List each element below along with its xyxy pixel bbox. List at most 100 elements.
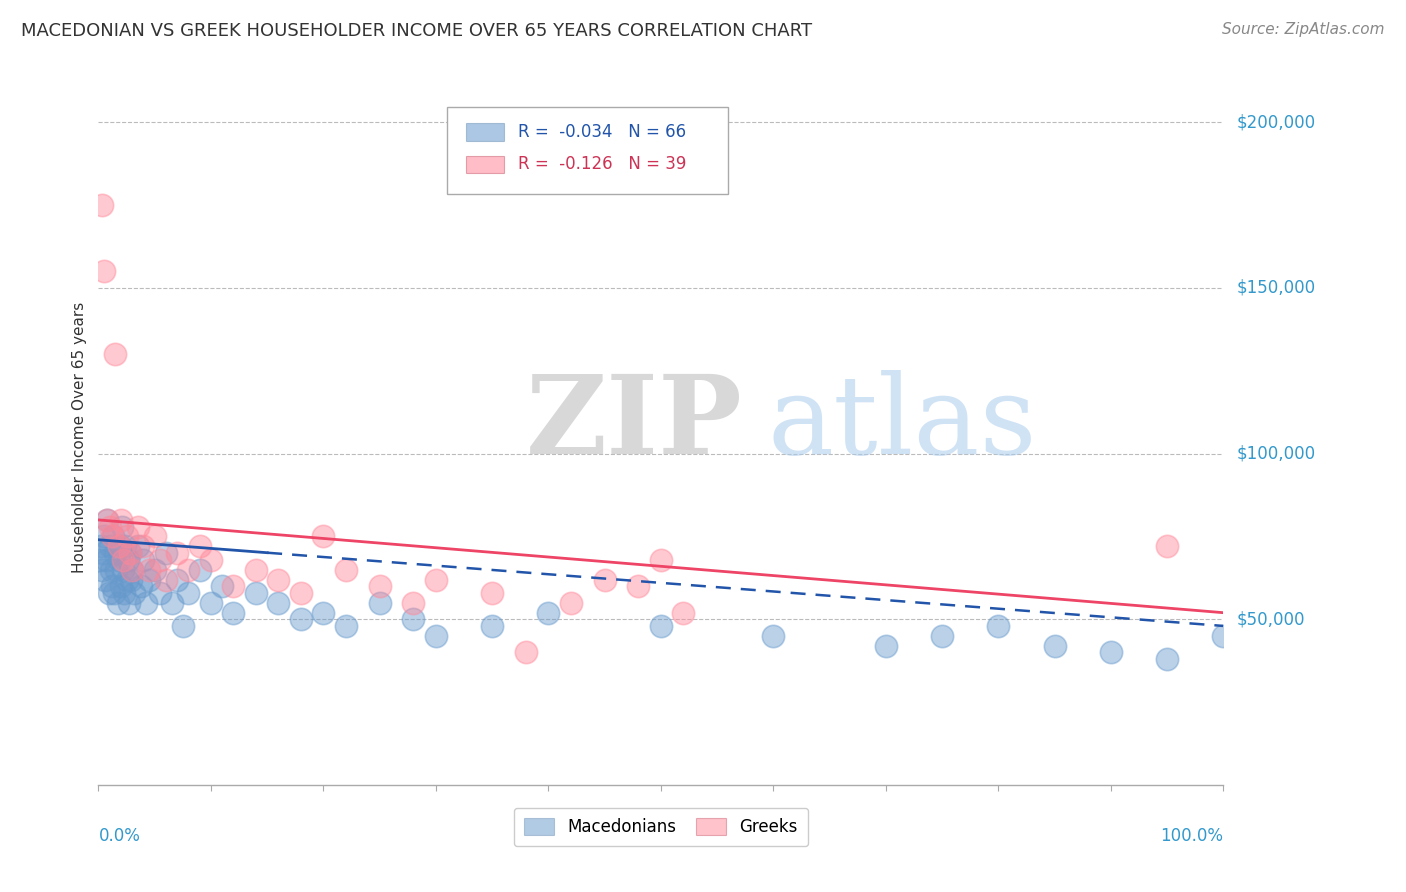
Point xyxy=(1212,629,1234,643)
Point xyxy=(222,606,245,620)
Point xyxy=(118,546,141,560)
Point xyxy=(118,546,141,560)
Text: R =  -0.126   N = 39: R = -0.126 N = 39 xyxy=(517,155,686,173)
Point xyxy=(245,563,267,577)
Point xyxy=(103,586,125,600)
Point xyxy=(111,519,134,533)
Point xyxy=(368,596,391,610)
Point xyxy=(115,529,138,543)
Text: $100,000: $100,000 xyxy=(1237,444,1316,463)
Point xyxy=(155,546,177,560)
Point xyxy=(1099,645,1122,659)
Point xyxy=(90,563,112,577)
Point xyxy=(90,198,112,212)
Point xyxy=(138,573,160,587)
Point xyxy=(200,596,222,610)
Text: 0.0%: 0.0% xyxy=(98,827,141,845)
Point xyxy=(143,529,166,543)
Point xyxy=(672,606,695,620)
Point xyxy=(110,579,132,593)
Point xyxy=(96,513,118,527)
Point xyxy=(290,612,312,626)
Point xyxy=(132,552,155,566)
Point xyxy=(1156,652,1178,666)
Point xyxy=(481,586,503,600)
Point xyxy=(129,579,152,593)
Point xyxy=(93,529,115,543)
Point xyxy=(138,563,160,577)
Point xyxy=(425,629,447,643)
Point xyxy=(90,540,112,554)
Point xyxy=(112,563,135,577)
Point xyxy=(481,619,503,633)
FancyBboxPatch shape xyxy=(467,156,505,173)
FancyBboxPatch shape xyxy=(467,123,505,141)
Point xyxy=(335,619,357,633)
Point xyxy=(312,606,335,620)
Point xyxy=(211,579,233,593)
Point xyxy=(515,645,537,659)
Point xyxy=(368,579,391,593)
Point xyxy=(115,573,138,587)
Point xyxy=(1156,540,1178,554)
Point xyxy=(121,563,143,577)
Legend: Macedonians, Greeks: Macedonians, Greeks xyxy=(513,808,808,847)
Point xyxy=(177,563,200,577)
Point xyxy=(149,586,172,600)
Point xyxy=(121,563,143,577)
Point xyxy=(127,519,149,533)
Point xyxy=(94,573,117,587)
Point xyxy=(98,519,121,533)
Point xyxy=(108,540,131,554)
Point xyxy=(107,596,129,610)
Point xyxy=(117,552,139,566)
Point xyxy=(107,540,129,554)
Point xyxy=(149,552,172,566)
Point xyxy=(267,596,290,610)
Point xyxy=(112,586,135,600)
Point xyxy=(98,540,121,554)
Text: atlas: atlas xyxy=(768,369,1038,476)
Point xyxy=(112,552,135,566)
Point xyxy=(104,347,127,361)
Point xyxy=(101,529,124,543)
Point xyxy=(105,563,128,577)
Point xyxy=(101,529,124,543)
Point xyxy=(245,586,267,600)
Text: Source: ZipAtlas.com: Source: ZipAtlas.com xyxy=(1222,22,1385,37)
Point xyxy=(124,586,146,600)
Point xyxy=(96,513,118,527)
FancyBboxPatch shape xyxy=(447,106,728,194)
Point xyxy=(166,546,188,560)
Y-axis label: Householder Income Over 65 years: Householder Income Over 65 years xyxy=(72,301,87,573)
Point xyxy=(188,540,211,554)
Point xyxy=(118,596,141,610)
Text: R =  -0.034   N = 66: R = -0.034 N = 66 xyxy=(517,122,686,141)
Point xyxy=(267,573,290,587)
Point xyxy=(143,563,166,577)
Point xyxy=(101,579,124,593)
Point xyxy=(627,579,650,593)
Point xyxy=(560,596,582,610)
Text: MACEDONIAN VS GREEK HOUSEHOLDER INCOME OVER 65 YEARS CORRELATION CHART: MACEDONIAN VS GREEK HOUSEHOLDER INCOME O… xyxy=(21,22,813,40)
Point xyxy=(335,563,357,577)
Point xyxy=(762,629,785,643)
Text: 100.0%: 100.0% xyxy=(1160,827,1223,845)
Point xyxy=(155,573,177,587)
Point xyxy=(650,552,672,566)
Point xyxy=(100,563,122,577)
Point xyxy=(172,619,194,633)
Point xyxy=(107,552,129,566)
Point xyxy=(402,612,425,626)
Point xyxy=(160,596,183,610)
Point xyxy=(127,540,149,554)
Text: $150,000: $150,000 xyxy=(1237,279,1316,297)
Point xyxy=(177,586,200,600)
Text: ZIP: ZIP xyxy=(526,369,742,476)
Point xyxy=(166,573,188,587)
Point xyxy=(110,513,132,527)
Point xyxy=(402,596,425,610)
Point xyxy=(290,586,312,600)
Point xyxy=(931,629,953,643)
Point xyxy=(91,546,114,560)
